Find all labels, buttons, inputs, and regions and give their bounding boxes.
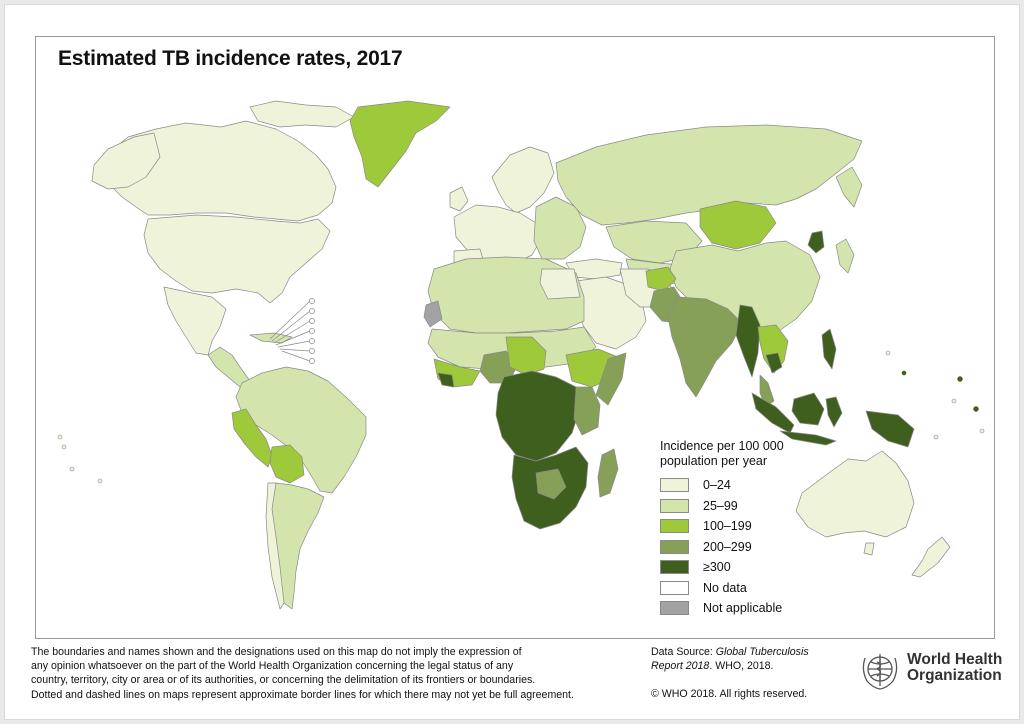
legend-label: 25–99 xyxy=(703,498,738,513)
legend-swatch xyxy=(660,560,689,575)
region-egypt xyxy=(539,268,581,300)
region-australia xyxy=(795,450,915,538)
region-usa xyxy=(143,214,331,304)
disclaimer-line: country, territory, city or area or of i… xyxy=(31,674,536,687)
region-myanmar xyxy=(735,304,761,378)
legend-title: Incidence per 100 000 population per yea… xyxy=(660,439,820,469)
region-japan xyxy=(835,238,855,274)
region-eastern-europe xyxy=(533,196,587,260)
legend-item: Not applicable xyxy=(660,598,820,619)
legend-title-line1: Incidence per 100 000 xyxy=(660,439,784,453)
legend-label: 0–24 xyxy=(703,478,731,493)
region-java xyxy=(779,430,837,446)
region-greenland xyxy=(349,100,451,188)
copyright: © WHO 2018. All rights reserved. xyxy=(651,688,808,700)
map-legend: Incidence per 100 000 population per yea… xyxy=(660,439,820,619)
legend-label: 200–299 xyxy=(703,539,752,554)
legend-item: 25–99 xyxy=(660,496,820,517)
region-new-zealand xyxy=(911,536,951,578)
map-page: Estimated TB incidence rates, 2017 xyxy=(4,4,1020,720)
region-borneo xyxy=(791,392,825,426)
legend-swatch xyxy=(660,539,689,554)
region-somalia xyxy=(595,352,627,406)
region-central-america xyxy=(207,346,251,388)
region-india xyxy=(667,296,743,398)
region-botswana xyxy=(535,468,567,500)
region-uk xyxy=(449,186,469,212)
region-south-america-north xyxy=(235,366,367,494)
organization-name-line1: World Health xyxy=(907,651,1003,668)
source-prefix: Data Source: xyxy=(651,646,716,658)
legend-item: 0–24 xyxy=(660,475,820,496)
region-madagascar xyxy=(597,448,619,498)
region-cambodia xyxy=(765,352,783,374)
region-east-africa xyxy=(573,386,601,436)
region-congo-basin xyxy=(495,370,581,462)
organization-name-line2: Organization xyxy=(907,667,1002,684)
source-report-title: Global Tuberculosis Report 2018 xyxy=(651,646,809,673)
map-title: Estimated TB incidence rates, 2017 xyxy=(58,47,403,70)
map-frame: Estimated TB incidence rates, 2017 xyxy=(35,36,995,639)
source-suffix: . WHO, 2018. xyxy=(709,660,774,673)
region-philippines xyxy=(821,328,837,370)
region-north-korea xyxy=(807,230,825,254)
legend-label: No data xyxy=(703,580,747,595)
region-kamchatka xyxy=(835,166,863,208)
region-tasmania xyxy=(863,542,875,556)
region-sulawesi xyxy=(825,396,843,428)
region-mongolia xyxy=(699,200,777,250)
region-russia xyxy=(555,124,863,226)
legend-item: ≥300 xyxy=(660,557,820,578)
legend-item: 100–199 xyxy=(660,516,820,537)
disclaimer-line: Dotted and dashed lines on maps represen… xyxy=(31,688,574,701)
legend-title-line2: population per year xyxy=(660,454,768,468)
legend-label: Not applicable xyxy=(703,601,783,616)
region-afghanistan xyxy=(645,266,677,292)
legend-swatch xyxy=(660,478,689,493)
legend-swatch xyxy=(660,519,689,534)
region-central-africa xyxy=(505,336,547,376)
legend-label: ≥300 xyxy=(703,560,731,575)
legend-label: 100–199 xyxy=(703,519,752,534)
region-western-sahara xyxy=(423,300,443,328)
region-scandinavia xyxy=(491,146,555,214)
disclaimer-line: The boundaries and names shown and the d… xyxy=(31,646,522,658)
world-map xyxy=(57,100,985,610)
region-chile xyxy=(265,482,285,610)
region-alaska xyxy=(91,132,161,190)
who-emblem-icon xyxy=(862,654,898,690)
organization-name: World Health Organization xyxy=(907,652,1002,684)
legend-swatch xyxy=(660,580,689,595)
legend-item: No data xyxy=(660,578,820,599)
disclaimer: The boundaries and names shown and the d… xyxy=(31,645,631,702)
region-mexico xyxy=(163,286,227,356)
region-liberia xyxy=(437,372,455,388)
disclaimer-line: any opinion whatsoever on the part of th… xyxy=(31,660,514,673)
region-arctic-islands xyxy=(249,100,355,128)
legend-item: 200–299 xyxy=(660,537,820,558)
region-papua xyxy=(865,410,915,448)
legend-swatch xyxy=(660,601,689,616)
legend-swatch xyxy=(660,498,689,513)
region-bolivia xyxy=(269,444,305,484)
data-source: Data Source: Global Tuberculosis Report … xyxy=(651,645,841,673)
region-canada xyxy=(101,120,337,222)
